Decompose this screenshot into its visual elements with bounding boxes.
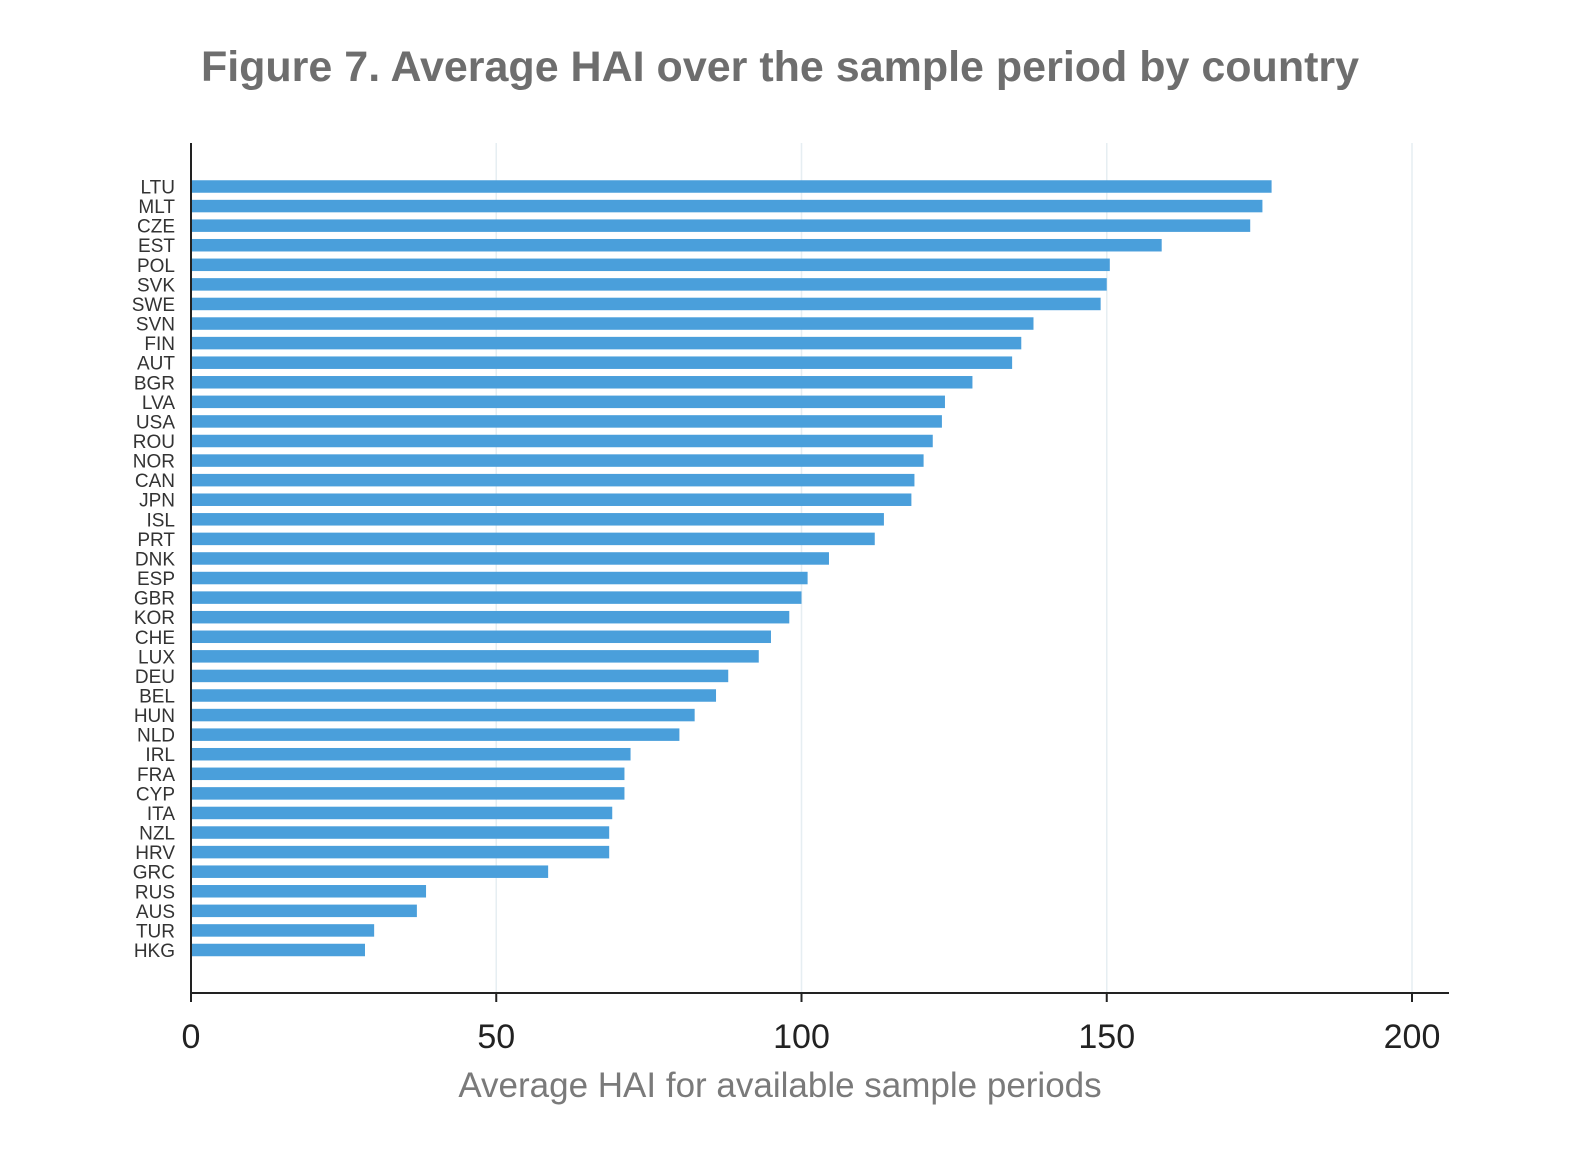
bar-aut <box>192 356 1013 369</box>
bar-svn <box>192 317 1034 330</box>
bar-can <box>192 473 915 487</box>
bar-jpn <box>192 493 912 506</box>
bar-irl <box>192 747 631 761</box>
y-tick-label-rus: RUS <box>135 882 175 903</box>
bar-tur <box>192 924 375 937</box>
bar-nor <box>192 454 924 467</box>
bar-ita <box>192 806 613 820</box>
bar-fin <box>192 336 1022 350</box>
y-tick-label-hrv: HRV <box>135 843 175 864</box>
bar-cyp <box>192 787 625 800</box>
bars <box>192 180 1272 957</box>
y-tick-label-isl: ISL <box>146 510 175 531</box>
y-tick-label-bel: BEL <box>139 687 175 708</box>
y-tick-label-lva: LVA <box>142 393 175 414</box>
y-tick-label-pol: POL <box>137 256 175 277</box>
bar-bel <box>192 689 717 702</box>
bar-est <box>192 238 1162 252</box>
x-axis-ticks: 0 50 100 150 200 <box>182 993 1441 1056</box>
x-tick-label: 150 <box>1078 1018 1135 1056</box>
y-tick-label-hun: HUN <box>134 706 175 727</box>
bar-aus <box>192 904 417 918</box>
bar-lux <box>192 650 759 663</box>
y-tick-label-aut: AUT <box>137 354 175 375</box>
y-tick-label-ita: ITA <box>147 804 175 825</box>
bar-pol <box>192 258 1110 272</box>
y-tick-label-prt: PRT <box>137 530 175 551</box>
y-tick-label-cze: CZE <box>137 217 175 238</box>
bar-rou <box>192 434 933 448</box>
y-tick-label-esp: ESP <box>137 569 175 590</box>
y-tick-label-jpn: JPN <box>139 491 175 512</box>
bar-che <box>192 630 771 644</box>
bar-hun <box>192 708 695 722</box>
x-tick-label: 100 <box>773 1018 830 1056</box>
bar-dnk <box>192 552 829 565</box>
y-tick-label-can: CAN <box>135 471 175 492</box>
y-tick-label-grc: GRC <box>133 863 175 884</box>
y-tick-label-bgr: BGR <box>134 373 175 394</box>
bar-esp <box>192 571 808 585</box>
y-tick-label-lux: LUX <box>138 647 175 668</box>
y-tick-label-deu: DEU <box>135 667 175 688</box>
x-tick-label: 200 <box>1384 1018 1441 1056</box>
bar-deu <box>192 669 729 683</box>
y-tick-label-svn: SVN <box>136 315 175 336</box>
y-tick-label-swe: SWE <box>132 295 175 316</box>
y-tick-label-svk: SVK <box>137 275 175 296</box>
bar-kor <box>192 610 790 624</box>
y-tick-label-est: EST <box>138 236 175 257</box>
y-tick-label-nzl: NZL <box>139 824 175 845</box>
bar-hkg <box>192 943 365 957</box>
bar-nld <box>192 728 680 741</box>
y-tick-label-nor: NOR <box>133 452 175 473</box>
bar-bgr <box>192 376 973 389</box>
chart-title: Figure 7. Average HAI over the sample pe… <box>201 43 1359 91</box>
bar-gbr <box>192 591 802 604</box>
bar-hrv <box>192 845 610 859</box>
bar-grc <box>192 865 549 878</box>
y-tick-label-irl: IRL <box>145 745 175 766</box>
y-tick-label-gbr: GBR <box>134 589 175 610</box>
y-tick-label-che: CHE <box>135 628 175 649</box>
bar-cze <box>192 219 1251 232</box>
y-tick-label-hkg: HKG <box>134 941 175 962</box>
y-axis-labels: LTUMLTCZEESTPOLSVKSWESVNFINAUTBGRLVAUSAR… <box>132 178 176 963</box>
y-tick-label-nld: NLD <box>137 726 175 747</box>
bar-rus <box>192 885 427 898</box>
y-tick-label-kor: KOR <box>134 608 175 629</box>
bar-isl <box>192 513 884 526</box>
x-axis-label: Average HAI for available sample periods <box>458 1066 1101 1105</box>
bar-svk <box>192 278 1107 291</box>
bar-mlt <box>192 199 1263 213</box>
y-tick-label-usa: USA <box>136 412 175 433</box>
y-tick-label-fra: FRA <box>137 765 175 786</box>
bar-lva <box>192 395 945 409</box>
bar-ltu <box>192 180 1272 193</box>
y-tick-label-rou: ROU <box>133 432 175 453</box>
x-tick-label: 50 <box>477 1018 515 1056</box>
bar-prt <box>192 532 875 546</box>
y-tick-label-dnk: DNK <box>135 549 175 570</box>
y-tick-label-tur: TUR <box>136 921 175 942</box>
bar-nzl <box>192 826 610 839</box>
y-tick-label-ltu: LTU <box>141 178 175 199</box>
y-tick-label-cyp: CYP <box>136 784 175 805</box>
bar-usa <box>192 415 942 428</box>
bar-fra <box>192 767 625 781</box>
y-tick-label-mlt: MLT <box>138 197 175 218</box>
y-tick-label-fin: FIN <box>144 334 175 355</box>
y-tick-label-aus: AUS <box>136 902 175 923</box>
x-tick-label: 0 <box>182 1018 201 1056</box>
bar-swe <box>192 297 1101 311</box>
